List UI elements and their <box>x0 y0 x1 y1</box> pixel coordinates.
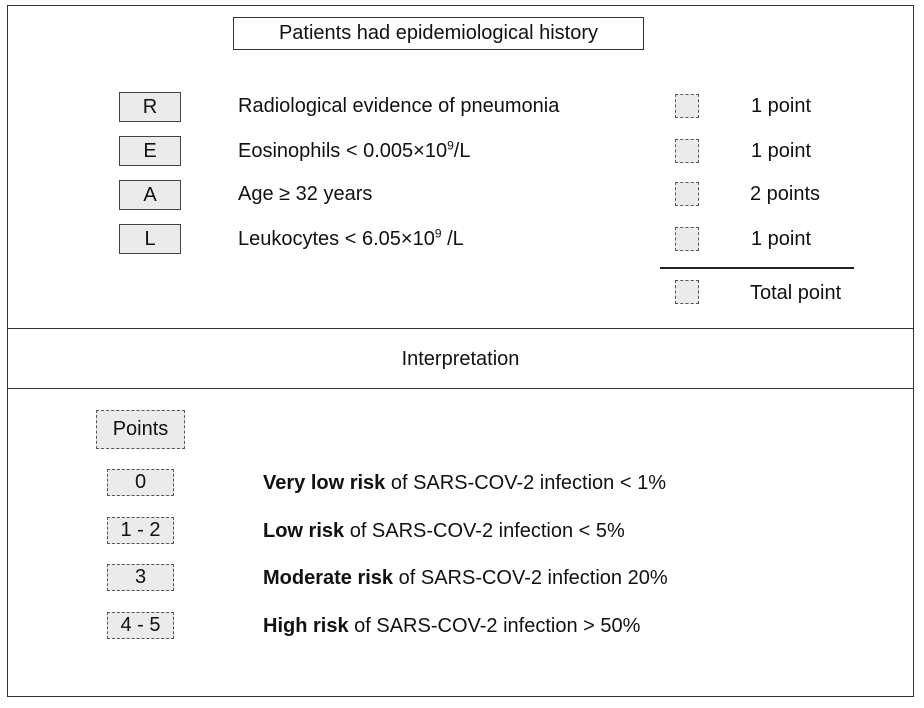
risk-text-very-low: Very low risk of SARS-COV-2 infection < … <box>263 471 666 495</box>
base-ten: 10 <box>424 140 448 162</box>
criterion-letter-l: L <box>119 224 181 254</box>
risk-description: of SARS-COV-2 infection < 1% <box>385 472 666 494</box>
section-divider-top <box>7 328 914 329</box>
risk-level-label: Low risk <box>263 520 345 542</box>
criterion-text-l-main: Leukocytes < 6.05 <box>238 228 401 250</box>
sum-line <box>660 267 854 269</box>
unit: /L <box>453 140 471 162</box>
total-label: Total point <box>750 282 842 304</box>
outer-frame <box>7 5 914 697</box>
unit: /L <box>441 228 464 250</box>
title-box: Patients had epidemiological history <box>233 17 644 50</box>
points-header: Points <box>96 410 185 449</box>
criterion-points-l: 1 point <box>751 228 812 250</box>
criterion-checkbox-r[interactable] <box>675 94 699 118</box>
total-checkbox[interactable] <box>675 280 699 304</box>
criterion-points-a: 2 points <box>750 183 821 205</box>
criterion-points-r: 1 point <box>751 95 812 117</box>
criterion-checkbox-l[interactable] <box>675 227 699 251</box>
exponent: 9 <box>434 226 442 241</box>
risk-text-high: High risk of SARS-COV-2 infection > 50% <box>263 614 640 638</box>
risk-points-low: 1 - 2 <box>107 517 174 544</box>
risk-text-low: Low risk of SARS-COV-2 infection < 5% <box>263 519 625 543</box>
risk-points-high: 4 - 5 <box>107 612 174 639</box>
criterion-checkbox-a[interactable] <box>675 182 699 206</box>
criterion-text-l: Leukocytes < 6.05×109 /L <box>238 227 464 251</box>
risk-level-label: High risk <box>263 615 349 637</box>
criterion-text-e-main: Eosinophils < 0.005 <box>238 140 414 162</box>
criterion-letter-e: E <box>119 136 181 166</box>
criterion-text-a: Age ≥ 32 years <box>238 183 373 205</box>
interpretation-label: Interpretation <box>401 347 520 370</box>
criterion-points-e: 1 point <box>751 140 812 162</box>
section-divider-bottom <box>7 388 914 389</box>
criterion-text-e: Eosinophils < 0.005×109/L <box>238 139 470 163</box>
criterion-letter-r: R <box>119 92 181 122</box>
exponent: 9 <box>447 138 454 153</box>
risk-points-moderate: 3 <box>107 564 174 591</box>
risk-description: of SARS-COV-2 infection < 5% <box>344 520 625 542</box>
interpretation-header: Interpretation <box>7 330 914 388</box>
criterion-text-r: Radiological evidence of pneumonia <box>238 95 560 117</box>
times-sign: × <box>400 228 413 250</box>
risk-points-very-low: 0 <box>107 469 174 496</box>
base-ten: 10 <box>412 228 435 250</box>
risk-level-label: Moderate risk <box>263 567 394 589</box>
times-sign: × <box>413 140 425 162</box>
risk-text-moderate: Moderate risk of SARS-COV-2 infection 20… <box>263 566 668 590</box>
criterion-checkbox-e[interactable] <box>675 139 699 163</box>
risk-level-label: Very low risk <box>263 472 386 494</box>
risk-description: of SARS-COV-2 infection 20% <box>393 567 668 589</box>
title-text: Patients had epidemiological history <box>278 22 599 44</box>
risk-description: of SARS-COV-2 infection > 50% <box>348 615 641 637</box>
criterion-letter-a: A <box>119 180 181 210</box>
